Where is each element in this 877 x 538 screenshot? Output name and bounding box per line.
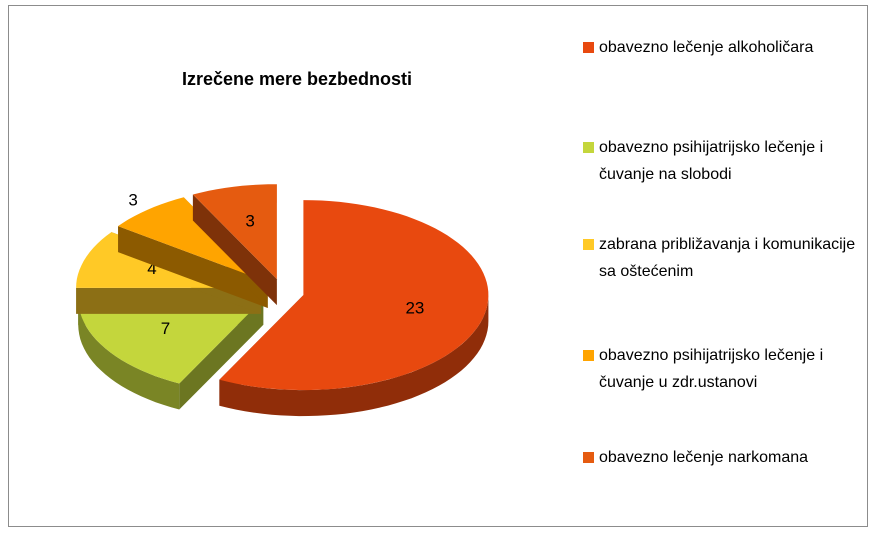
data-label: 23: [405, 298, 424, 317]
legend-swatch: [583, 452, 594, 463]
legend-label: obavezno lečenje alkoholičara: [599, 39, 814, 56]
slice-side: [78, 298, 180, 410]
legend-label: obavezno lečenje narkomana: [599, 449, 809, 466]
data-label: 4: [147, 259, 156, 278]
slice: [192, 184, 277, 306]
legend-label: obavezno psihijatrijsko lečenje i čuvanj…: [599, 139, 824, 183]
legend-label: zabrana približavanja i komunikacije sa …: [599, 236, 856, 280]
chart-title: Izrečene mere bezbednosti: [182, 69, 412, 89]
chart-frame: [8, 5, 868, 527]
slice-side: [219, 295, 489, 417]
slice: [219, 200, 489, 417]
slice: [219, 200, 489, 391]
slice-wall: [118, 226, 268, 308]
legend-swatch: [583, 350, 594, 361]
legend-entry: zabrana približavanja i komunikacije sa …: [583, 231, 868, 285]
legend-label: obavezno psihijatrijsko lečenje i čuvanj…: [599, 347, 824, 391]
data-label: 3: [128, 191, 137, 210]
data-label: 3: [245, 211, 254, 230]
legend-entry: obavezno psihijatrijsko lečenje i čuvanj…: [583, 342, 868, 396]
legend-entry: obavezno lečenje narkomana: [583, 444, 868, 471]
legend-entry: obavezno lečenje alkoholičara: [583, 34, 868, 61]
slice-wall: [179, 298, 264, 410]
slice-wall: [192, 194, 277, 306]
legend-entry: obavezno psihijatrijsko lečenje i čuvanj…: [583, 134, 868, 188]
legend-swatch: [583, 239, 594, 250]
slice: [118, 197, 268, 282]
legend-swatch: [583, 142, 594, 153]
legend-swatch: [583, 42, 594, 53]
data-label: 7: [161, 319, 170, 338]
slice: [78, 298, 264, 384]
slice: [192, 184, 277, 280]
